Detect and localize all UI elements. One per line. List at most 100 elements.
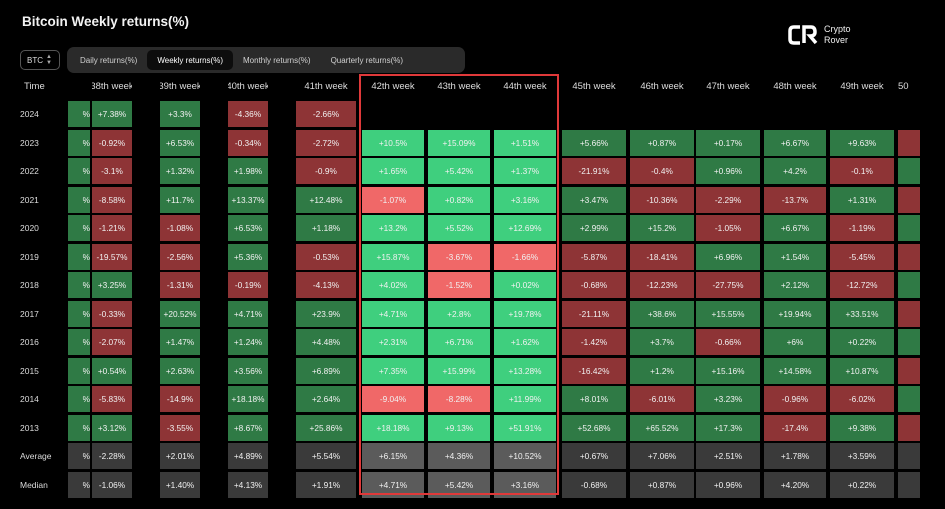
table-cell: -0.33% <box>92 300 132 327</box>
table-cell: -1.08% <box>160 215 200 241</box>
table-cell: +1.37% <box>494 158 556 184</box>
table-cell: -0.1% <box>830 158 894 184</box>
table-cell: +5.52% <box>428 215 490 241</box>
column-header: 41th week <box>304 80 348 92</box>
table-cell: % <box>68 386 90 412</box>
table-cell: +5.54% <box>296 443 356 469</box>
table-cell: -21.11% <box>562 300 626 327</box>
table-cell: +6.89% <box>296 357 356 384</box>
table-cell: +3.25% <box>92 272 132 298</box>
column-header: 49th week <box>840 80 884 92</box>
table-cell: +0.96% <box>696 158 760 184</box>
row-label: 2016 <box>20 337 39 347</box>
table-cell: +38.6% <box>630 300 694 327</box>
row-label: 2017 <box>20 308 39 319</box>
row-label: 2014 <box>20 394 39 404</box>
asset-selector-value: BTC <box>27 55 43 65</box>
table-cell: +3.7% <box>630 329 694 355</box>
table-cell: +0.02% <box>494 272 556 298</box>
table-cell <box>494 101 556 127</box>
table-cell <box>898 158 920 184</box>
table-cell: +3.59% <box>830 443 894 469</box>
table-cell: +4.20% <box>764 471 826 498</box>
table-cell: +15.99% <box>428 357 490 384</box>
table-cell: +4.71% <box>362 300 424 327</box>
table-cell: +13.2% <box>362 215 424 241</box>
table-cell: % <box>68 300 90 327</box>
table-cell <box>898 386 920 412</box>
table-cell: +4.71% <box>362 471 424 498</box>
table-cell: +3.16% <box>494 471 556 498</box>
table-cell: -18.41% <box>630 243 694 270</box>
table-cell: +0.67% <box>562 443 626 469</box>
table-cell: +7.38% <box>92 101 132 127</box>
table-cell: +9.38% <box>830 414 894 441</box>
table-cell: -5.45% <box>830 243 894 270</box>
table-cell: -1.06% <box>92 471 132 498</box>
row-label: 2013 <box>20 422 39 433</box>
table-cell: -3.67% <box>428 243 490 270</box>
column-header: 40th week <box>228 80 268 92</box>
logo-line-2: Rover <box>824 35 849 45</box>
table-cell: -0.19% <box>228 272 268 298</box>
table-cell: +6.53% <box>228 215 268 241</box>
column-header: 45th week <box>572 80 616 92</box>
column-header: 43th week <box>437 80 481 92</box>
time-header: Time <box>24 80 45 92</box>
table-cell: -5.87% <box>562 243 626 270</box>
table-cell: +0.17% <box>696 129 760 156</box>
table-cell: -17.4% <box>764 414 826 441</box>
table-cell: +3.47% <box>562 186 626 213</box>
table-cell: +1.51% <box>494 129 556 156</box>
table-cell: +4.48% <box>296 329 356 355</box>
table-cell: +2.63% <box>160 357 200 384</box>
table-cell: +1.65% <box>362 158 424 184</box>
table-cell: -0.96% <box>764 386 826 412</box>
table-cell: +4.13% <box>228 471 268 498</box>
logo: Crypto Rover <box>788 24 851 46</box>
table-cell: % <box>68 215 90 241</box>
table-cell: +1.47% <box>160 329 200 355</box>
tab-quarterly[interactable]: Quarterly returns(%) <box>330 55 404 65</box>
table-cell: -2.07% <box>92 329 132 355</box>
table-cell: -1.19% <box>830 215 894 241</box>
table-cell: -4.36% <box>228 101 268 127</box>
table-cell: -2.72% <box>296 129 356 156</box>
tab-weekly[interactable]: Weekly returns(%) <box>147 50 233 70</box>
table-cell: +5.36% <box>228 243 268 270</box>
table-cell: +10.52% <box>494 443 556 469</box>
table-cell <box>898 272 920 298</box>
table-cell: +4.02% <box>362 272 424 298</box>
table-cell <box>898 414 920 441</box>
table-cell: +6.15% <box>362 443 424 469</box>
row-label: 2015 <box>20 365 39 376</box>
table-cell: +51.91% <box>494 414 556 441</box>
table-cell: -9.04% <box>362 386 424 412</box>
table-cell: +0.96% <box>696 471 760 498</box>
table-cell: +1.62% <box>494 329 556 355</box>
table-cell: +5.42% <box>428 158 490 184</box>
table-cell: +6.71% <box>428 329 490 355</box>
table-cell: +2.64% <box>296 386 356 412</box>
table-cell: +4.2% <box>764 158 826 184</box>
tab-monthly[interactable]: Monthly returns(%) <box>243 55 311 65</box>
table-cell: +0.82% <box>428 186 490 213</box>
table-cell: +2.51% <box>696 443 760 469</box>
table-cell: -16.42% <box>562 357 626 384</box>
asset-selector[interactable]: BTC ▲ ▼ <box>20 50 60 70</box>
tab-daily[interactable]: Daily returns(%) <box>80 55 138 65</box>
table-cell <box>764 101 826 127</box>
table-cell: +2.31% <box>362 329 424 355</box>
table-cell: +23.9% <box>296 300 356 327</box>
table-cell: +2.12% <box>764 272 826 298</box>
table-cell: -19.57% <box>92 243 132 270</box>
table-cell <box>898 129 920 156</box>
table-cell: +3.16% <box>494 186 556 213</box>
table-cell: -2.28% <box>92 443 132 469</box>
table-cell <box>898 215 920 241</box>
table-cell: +65.52% <box>630 414 694 441</box>
table-cell: +3.3% <box>160 101 200 127</box>
row-label: 2020 <box>20 223 39 233</box>
table-cell: +3.56% <box>228 357 268 384</box>
table-cell: +3.23% <box>696 386 760 412</box>
